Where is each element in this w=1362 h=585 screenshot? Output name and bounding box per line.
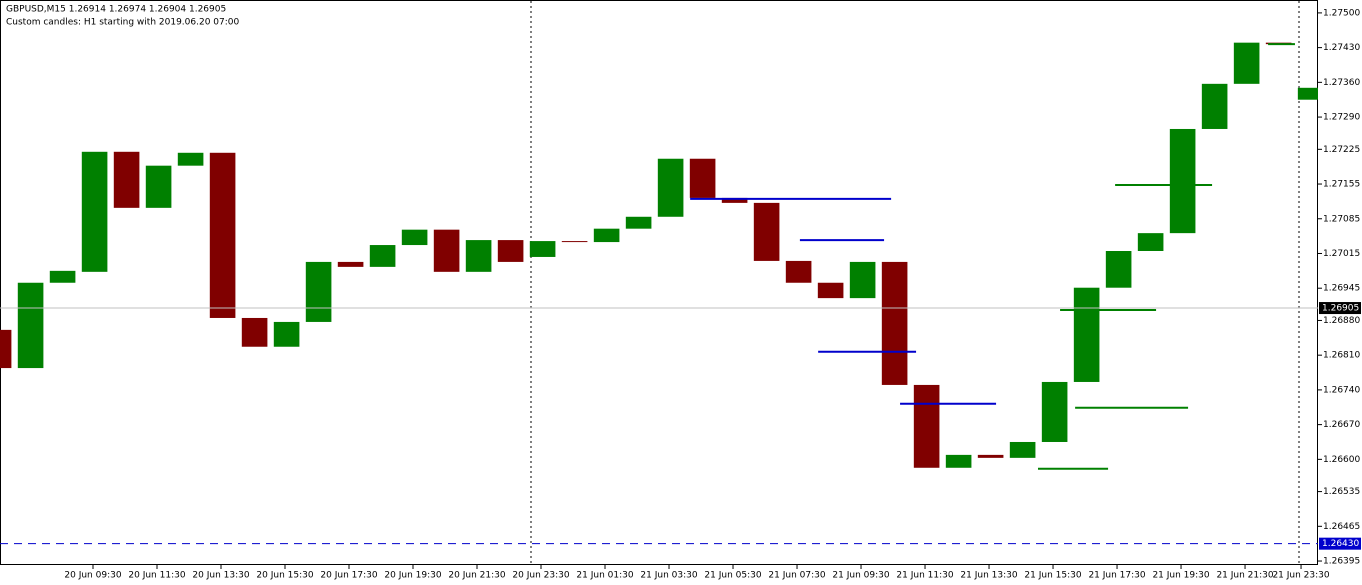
candle-body: [1009, 441, 1036, 458]
y-tick-label: 1.26600: [1323, 455, 1360, 465]
y-tick-label: 1.27430: [1323, 43, 1360, 53]
x-tick-label: 21 Jun 15:30: [1024, 571, 1081, 581]
candle-body: [113, 151, 140, 208]
candle-body: [273, 321, 300, 347]
y-tick-label: 1.27085: [1323, 214, 1360, 224]
candle-body: [241, 317, 268, 347]
y-tick-label: 1.27500: [1323, 8, 1360, 18]
y-tick-label: 1.26465: [1323, 522, 1360, 532]
chart-title: GBPUSD,M15 1.26914 1.26974 1.26904 1.269…: [6, 5, 226, 15]
x-tick-label: 21 Jun 09:30: [832, 571, 889, 581]
candle-body: [177, 152, 204, 166]
x-tick-label: 21 Jun 05:30: [704, 571, 761, 581]
candle-body: [209, 152, 236, 318]
candle-body: [433, 229, 460, 272]
y-tick-label: 1.26535: [1323, 487, 1360, 497]
y-tick-label: 1.27155: [1323, 180, 1360, 190]
x-tick-label: 21 Jun 23:30: [1272, 571, 1329, 581]
y-tick-label: 1.26395: [1323, 557, 1360, 567]
candle-body: [465, 240, 492, 272]
x-tick-label: 20 Jun 19:30: [384, 571, 441, 581]
candle-body: [369, 245, 396, 267]
candle-body: [721, 197, 748, 203]
x-tick-label: 21 Jun 03:30: [640, 571, 697, 581]
candle-body: [0, 329, 12, 369]
x-tick-label: 21 Jun 19:30: [1152, 571, 1209, 581]
x-tick-label: 21 Jun 01:30: [576, 571, 633, 581]
candle-body: [753, 202, 780, 261]
plot-area: [0, 42, 1318, 545]
candle-body: [145, 165, 172, 208]
candle-body: [1105, 251, 1132, 288]
candle-body: [17, 282, 44, 369]
candle-body: [657, 158, 684, 217]
x-tick-label: 20 Jun 09:30: [64, 571, 121, 581]
candle-body: [337, 261, 364, 267]
candle-body: [561, 241, 588, 243]
candle-body: [1297, 87, 1318, 100]
candle-body: [881, 261, 908, 385]
x-tick-label: 20 Jun 21:30: [448, 571, 505, 581]
y-tick-label: 1.27015: [1323, 249, 1360, 259]
x-tick-label: 21 Jun 11:30: [896, 571, 953, 581]
candle-body: [817, 282, 844, 299]
candle-body: [401, 229, 428, 246]
y-tick-label: 1.26945: [1323, 284, 1360, 294]
price-label-bg: [1319, 302, 1361, 315]
axes: 1.27500 1.27430 1.27360 1.27290 1.27225 1.271…: [64, 8, 1361, 581]
candle-body: [529, 241, 556, 257]
y-tick-label: 1.27360: [1323, 78, 1360, 88]
alert-label: 1.26430: [1322, 539, 1359, 549]
candle-body: [689, 158, 716, 198]
candle-body: [785, 260, 812, 283]
candle-body: [81, 151, 108, 272]
candle-body: [945, 454, 972, 468]
x-tick-label: 20 Jun 23:30: [512, 571, 569, 581]
y-tick-label: 1.26670: [1323, 420, 1360, 430]
y-tick-label: 1.27225: [1323, 145, 1360, 155]
x-tick-label: 21 Jun 07:30: [768, 571, 825, 581]
candle-body: [913, 384, 940, 468]
candle-body: [1201, 83, 1228, 129]
candle-body: [1073, 287, 1100, 382]
y-tick-label: 1.26740: [1323, 385, 1360, 395]
x-tick-label: 21 Jun 21:30: [1216, 571, 1273, 581]
candle-body: [49, 270, 76, 283]
alert-label-bg: [1319, 537, 1361, 550]
y-tick-label: 1.26880: [1323, 316, 1360, 326]
y-tick-label: 1.26810: [1323, 351, 1360, 361]
candle-body: [1041, 381, 1068, 442]
candle-body: [497, 240, 524, 262]
candle-body: [1233, 42, 1260, 84]
x-tick-label: 20 Jun 17:30: [320, 571, 377, 581]
price-label: 1.26905: [1322, 304, 1359, 314]
candle-body: [977, 454, 1004, 458]
candle-body: [593, 228, 620, 243]
candle-body: [1169, 128, 1196, 234]
y-tick-label: 1.27290: [1323, 113, 1360, 123]
candle-body: [625, 216, 652, 229]
x-tick-label: 20 Jun 13:30: [192, 571, 249, 581]
candle-body: [849, 261, 876, 299]
x-tick-label: 20 Jun 11:30: [128, 571, 185, 581]
x-tick-label: 20 Jun 15:30: [256, 571, 313, 581]
chart-subtitle: Custom candles: H1 starting with 2019.06…: [6, 18, 239, 28]
candle-body: [305, 261, 332, 322]
candle-body: [1137, 233, 1164, 252]
x-tick-label: 21 Jun 13:30: [960, 571, 1017, 581]
x-tick-label: 21 Jun 17:30: [1088, 571, 1145, 581]
